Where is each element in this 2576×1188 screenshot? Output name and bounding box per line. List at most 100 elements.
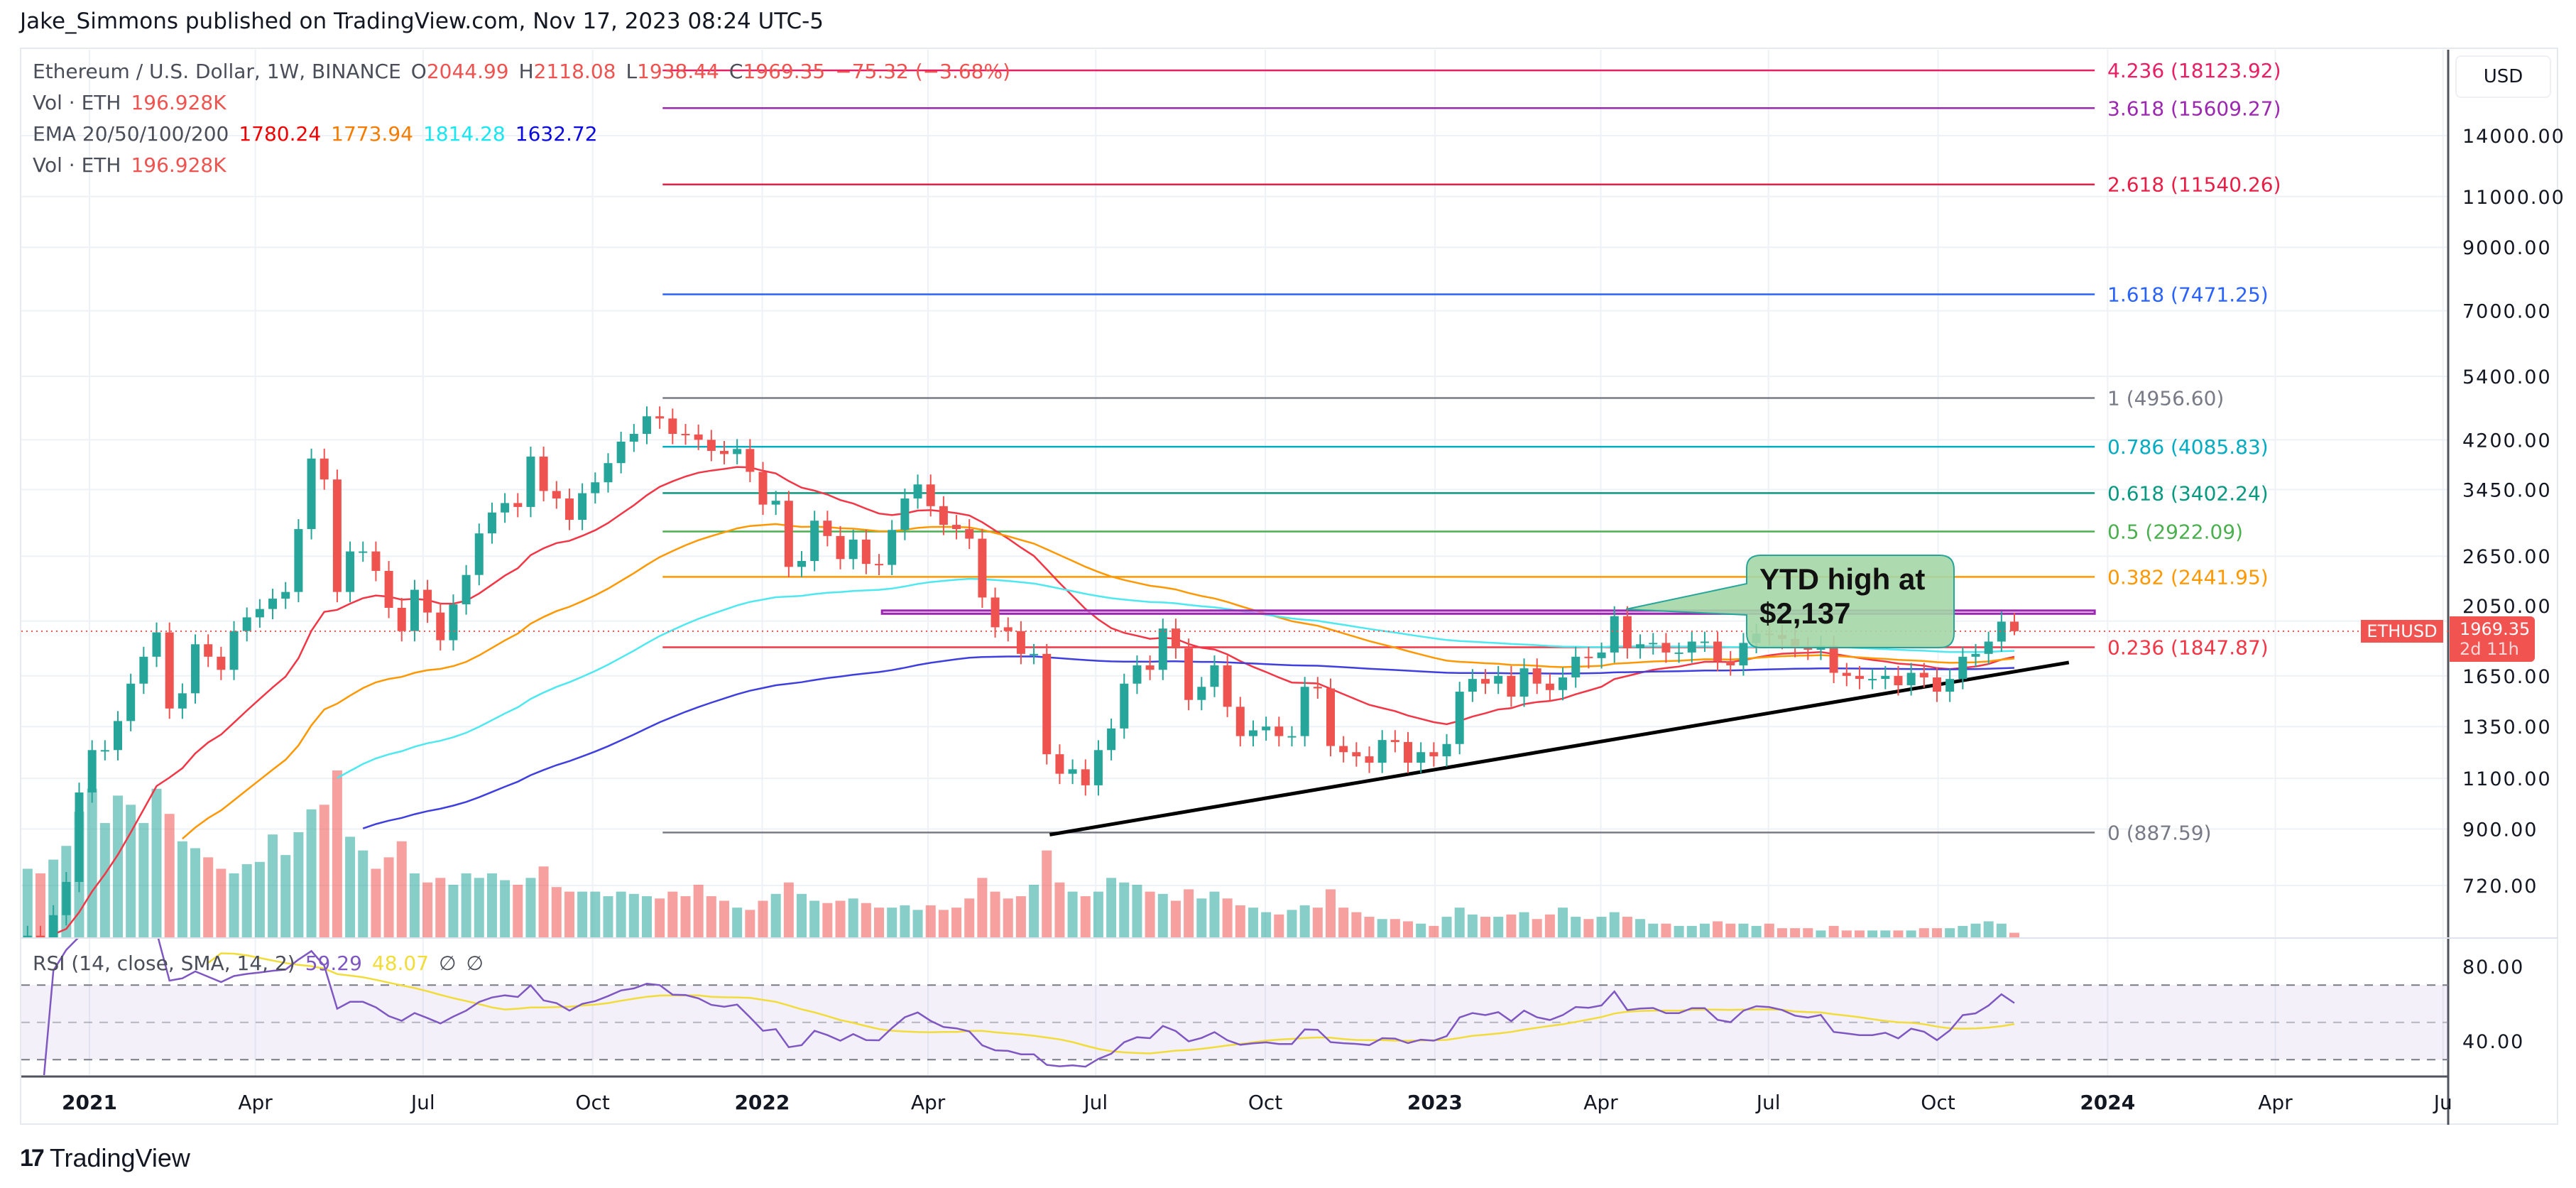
candle-body — [965, 529, 974, 539]
volume-bar — [319, 805, 329, 937]
volume-bar — [1609, 912, 1620, 937]
candle-body — [771, 501, 780, 505]
rsi-label[interactable]: RSI (14, close, SMA, 14, 2) — [33, 952, 295, 975]
low-label: L — [626, 60, 638, 83]
price-tick-label: 1650.00 — [2462, 666, 2552, 688]
candle-body — [733, 449, 742, 454]
tradingview-logo[interactable]: 17 TradingView — [20, 1143, 190, 1173]
volume-bar — [1054, 882, 1065, 937]
volume-bar — [538, 866, 549, 937]
volume-bar — [1738, 923, 1749, 937]
ema-label[interactable]: EMA 20/50/100/200 — [33, 122, 229, 146]
high-label: H — [518, 60, 534, 83]
candle-body — [1339, 746, 1348, 753]
volume-bar — [1287, 910, 1297, 937]
candle-body — [1649, 643, 1658, 645]
candle-body — [501, 503, 510, 513]
volume-bar — [1790, 928, 1801, 937]
candle-body — [1507, 675, 1516, 697]
candle-body — [578, 493, 587, 521]
candle-body — [152, 632, 161, 657]
volume-bar — [693, 884, 704, 937]
candle-body — [1597, 652, 1606, 658]
candle-body — [1906, 672, 1916, 685]
candle-body — [784, 501, 793, 567]
candle-body — [1158, 628, 1167, 670]
candle-body — [1275, 726, 1284, 736]
volume-bar — [254, 861, 265, 937]
volume-label[interactable]: Vol · ETH — [33, 91, 121, 114]
price-tick-label: 5400.00 — [2462, 366, 2552, 388]
volume-bar — [951, 908, 962, 937]
candle-body — [1894, 675, 1903, 685]
time-tick-label: 2021 — [62, 1091, 117, 1114]
candle-body — [913, 484, 922, 498]
candle-body — [836, 535, 845, 560]
fib-level-label: 0.618 (3402.24) — [2107, 481, 2269, 505]
volume-bar — [448, 884, 459, 937]
candle-body — [758, 472, 768, 505]
candle-body — [229, 631, 239, 670]
candle-body — [939, 506, 948, 525]
volume-bar — [1841, 930, 1852, 937]
volume-bar — [229, 873, 239, 937]
volume-bar — [1222, 898, 1233, 937]
candle-body — [307, 458, 316, 530]
candle-body — [1997, 621, 2006, 642]
candle-body — [114, 721, 123, 751]
candle-body — [1404, 741, 1413, 763]
callout-line-2: $2,137 — [1759, 596, 1851, 630]
volume-bar — [809, 900, 820, 937]
volume-bar — [1170, 900, 1181, 937]
rsi-value: 59.29 — [305, 952, 362, 975]
ema20-value: 1780.24 — [239, 122, 322, 146]
candle-body — [1855, 675, 1864, 680]
volume-bar — [2009, 932, 2019, 937]
candle-body — [1287, 736, 1297, 738]
candle-body — [1223, 665, 1232, 707]
candle-body — [642, 416, 651, 435]
candle-body — [1068, 769, 1077, 774]
candle-body — [1919, 672, 1928, 677]
volume-bar — [306, 809, 317, 937]
candle-body — [1262, 726, 1271, 731]
volume-bar — [1184, 889, 1194, 937]
volume-bar — [1661, 923, 1671, 937]
candle-body — [268, 599, 278, 609]
volume-bar — [1635, 919, 1646, 937]
price-tick-label: 7000.00 — [2462, 301, 2552, 323]
candle-body — [1622, 616, 1632, 649]
candle-body — [720, 450, 728, 454]
time-tick-label: Apr — [238, 1091, 273, 1114]
candle-body — [1636, 644, 1645, 649]
candle-body — [397, 607, 406, 631]
volume-bar — [641, 896, 652, 937]
currency-button[interactable]: USD — [2455, 55, 2551, 98]
rsi-sma-value: 48.07 — [371, 952, 430, 975]
volume-bar — [1119, 882, 1130, 937]
volume-bar — [848, 898, 858, 937]
candle-body — [513, 503, 523, 507]
volume-bar — [874, 908, 885, 937]
volume-bar — [1970, 923, 1981, 937]
candle-body — [1016, 631, 1025, 654]
close-value: 1969.35 — [743, 60, 826, 83]
volume-bar — [1777, 928, 1787, 937]
candle-body — [462, 574, 471, 605]
symbol-title[interactable]: Ethereum / U.S. Dollar, 1W, BINANCE — [33, 60, 401, 83]
volume-bar — [1377, 919, 1387, 937]
candle-body — [1171, 628, 1180, 649]
candle-body — [281, 592, 290, 599]
volume-bar — [280, 855, 291, 937]
candle-body — [410, 589, 419, 631]
volume-label-2[interactable]: Vol · ETH — [33, 153, 121, 177]
candle-body — [694, 434, 703, 440]
volume-bar — [190, 848, 201, 937]
candle-body — [346, 551, 355, 592]
volume-bar — [383, 857, 394, 937]
volume-bar — [177, 841, 187, 937]
candle-body — [384, 570, 393, 608]
candle-body — [1829, 645, 1838, 673]
candle-body — [1932, 677, 1941, 692]
